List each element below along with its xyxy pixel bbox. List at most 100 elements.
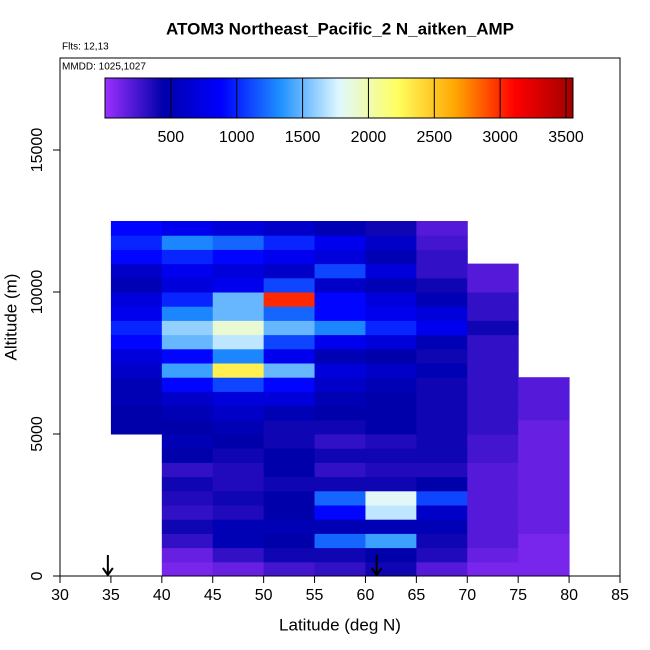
heat-cell: [212, 533, 265, 549]
heat-cell: [161, 221, 214, 236]
heat-cell: [110, 320, 163, 336]
heat-cell: [467, 292, 519, 307]
heat-cell: [161, 490, 214, 506]
y-axis-label: Altitude (m): [1, 274, 20, 361]
x-tick-label: 60: [357, 587, 375, 604]
x-tick-label: 80: [560, 587, 578, 604]
heat-cell: [365, 334, 417, 350]
heat-cell: [467, 490, 519, 506]
heat-cell: [212, 263, 265, 279]
heat-cell: [416, 462, 468, 478]
heat-cell: [314, 292, 366, 307]
heat-cell: [263, 363, 316, 378]
heat-cell: [314, 263, 366, 279]
heat-cell: [161, 476, 214, 492]
heat-cell: [314, 277, 366, 293]
heat-cell: [161, 334, 214, 350]
heat-cell: [467, 505, 519, 520]
heat-cell: [314, 221, 366, 236]
x-axis-label: Latitude (deg N): [279, 615, 401, 634]
heat-cell: [263, 490, 316, 506]
heat-cell: [263, 391, 316, 407]
heat-cell: [365, 505, 417, 520]
heat-cell: [263, 277, 316, 293]
heat-cell: [161, 448, 214, 463]
heat-cell: [467, 391, 519, 407]
heat-cell: [365, 306, 417, 321]
heat-cell: [212, 221, 265, 236]
heat-cell: [416, 320, 468, 336]
heat-cell: [212, 490, 265, 506]
heat-cell: [518, 476, 570, 492]
heat-cell: [212, 448, 265, 463]
heat-cell: [314, 462, 366, 478]
heat-cell: [518, 434, 570, 449]
heat-cell: [263, 235, 316, 250]
heat-cell: [365, 391, 417, 407]
heat-cell: [467, 434, 519, 449]
heat-cell: [212, 476, 265, 492]
heat-cell: [212, 235, 265, 250]
heat-cell: [416, 292, 468, 307]
heat-cell: [416, 505, 468, 520]
heat-cell: [212, 363, 265, 378]
x-tick-label: 75: [509, 587, 527, 604]
heat-cell: [416, 263, 468, 279]
heat-cell: [212, 306, 265, 321]
heat-cell: [314, 419, 366, 435]
heat-cell: [314, 334, 366, 350]
heat-cell: [212, 249, 265, 265]
heat-cell: [467, 320, 519, 336]
heat-cell: [314, 377, 366, 392]
heat-cell: [314, 533, 366, 549]
heat-cell: [416, 249, 468, 265]
heat-cell: [314, 519, 366, 534]
heat-cell: [467, 377, 519, 392]
heat-cell: [161, 377, 214, 392]
colorbar-tick-label: 3500: [548, 129, 584, 146]
heat-cell: [365, 434, 417, 449]
colorbar-tick-label: 500: [158, 129, 185, 146]
y-tick-label: 0: [29, 571, 46, 580]
heat-cell: [263, 434, 316, 449]
heat-cell: [263, 292, 316, 307]
arrow-marker: [370, 555, 383, 577]
heat-cell: [365, 377, 417, 392]
heat-cell: [416, 561, 468, 577]
heat-cell: [212, 505, 265, 520]
plot-frame: [59, 57, 621, 577]
heat-cell: [518, 533, 570, 549]
heat-cell: [161, 533, 214, 549]
heat-cell: [263, 561, 316, 577]
heat-cell: [314, 363, 366, 378]
heat-cell: [263, 405, 316, 421]
heat-cell: [263, 334, 316, 350]
heat-cell: [110, 391, 163, 407]
heat-cell: [416, 348, 468, 364]
heat-cell: [161, 505, 214, 520]
heat-cell: [314, 490, 366, 506]
heat-cell: [212, 462, 265, 478]
y-tick-label: 10000: [29, 270, 46, 315]
dates-note: MMDD: 1025,1027: [62, 62, 146, 73]
heat-cell: [161, 561, 214, 577]
heat-cell: [161, 292, 214, 307]
heat-cell: [518, 519, 570, 534]
heat-cell: [314, 391, 366, 407]
flights-note: Flts: 12,13: [62, 42, 109, 53]
heat-cell: [467, 533, 519, 549]
heat-cell: [467, 561, 519, 577]
heat-cell: [110, 292, 163, 307]
heat-cell: [161, 419, 214, 435]
heat-cell: [365, 277, 417, 293]
heat-cell: [416, 277, 468, 293]
heat-cell: [110, 235, 163, 250]
heat-cell: [416, 490, 468, 506]
y-tick-label: 5000: [29, 416, 46, 452]
heat-cell: [518, 561, 570, 577]
heat-cell: [314, 320, 366, 336]
heat-cell: [416, 448, 468, 463]
heat-cell: [467, 547, 519, 563]
heat-cell: [518, 490, 570, 506]
heat-cell: [416, 519, 468, 534]
